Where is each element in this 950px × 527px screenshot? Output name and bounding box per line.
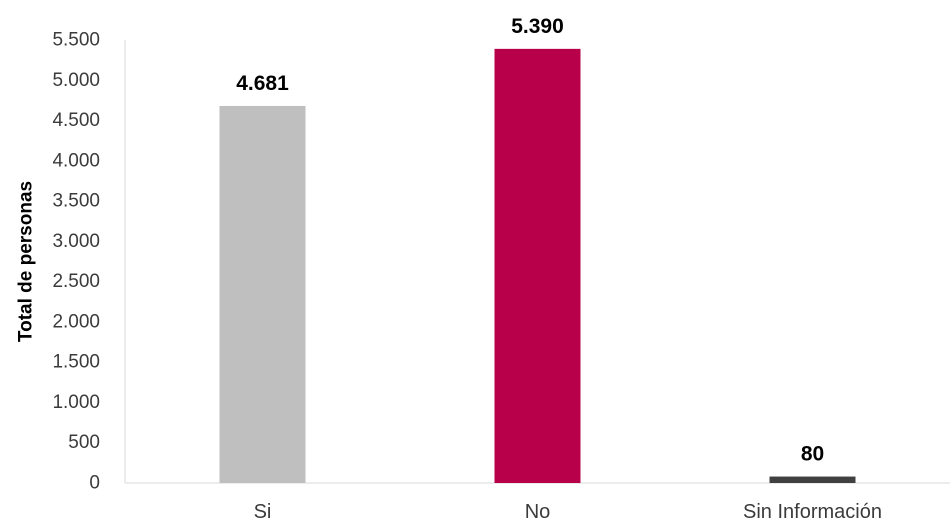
y-tick-label: 4.500	[52, 110, 100, 131]
y-tick-label: 0	[89, 473, 100, 494]
value-label: 5.390	[511, 15, 564, 38]
x-tick-label: No	[525, 501, 551, 523]
y-tick-label: 4.000	[52, 150, 100, 171]
y-tick-label: 500	[68, 432, 100, 453]
y-tick-label: 5.000	[52, 70, 100, 91]
y-tick-label: 2.500	[52, 271, 100, 292]
bar	[494, 48, 581, 484]
value-label: 4.681	[236, 72, 289, 95]
y-tick-label: 1.500	[52, 352, 100, 373]
y-axis-label: Total de personas	[16, 181, 37, 342]
bars	[219, 48, 856, 484]
x-tick-label: Sin Información	[743, 501, 882, 523]
y-tick-label: 1.000	[52, 392, 100, 413]
y-tick-label: 5.500	[52, 30, 100, 51]
y-tick-label: 3.000	[52, 231, 100, 252]
value-label: 80	[801, 443, 824, 466]
x-tick-label: Si	[254, 501, 272, 523]
value-labels: 4.681 5.390 80	[236, 15, 824, 466]
bar	[769, 476, 856, 483]
x-axis-ticks: Si No Sin Información	[254, 501, 882, 523]
bar	[219, 105, 306, 483]
y-tick-label: 2.000	[52, 311, 100, 332]
y-tick-label: 3.500	[52, 191, 100, 212]
y-axis-ticks: 0 500 1.000 1.500 2.000 2.500 3.000 3.500 4.000 4…	[52, 30, 100, 494]
